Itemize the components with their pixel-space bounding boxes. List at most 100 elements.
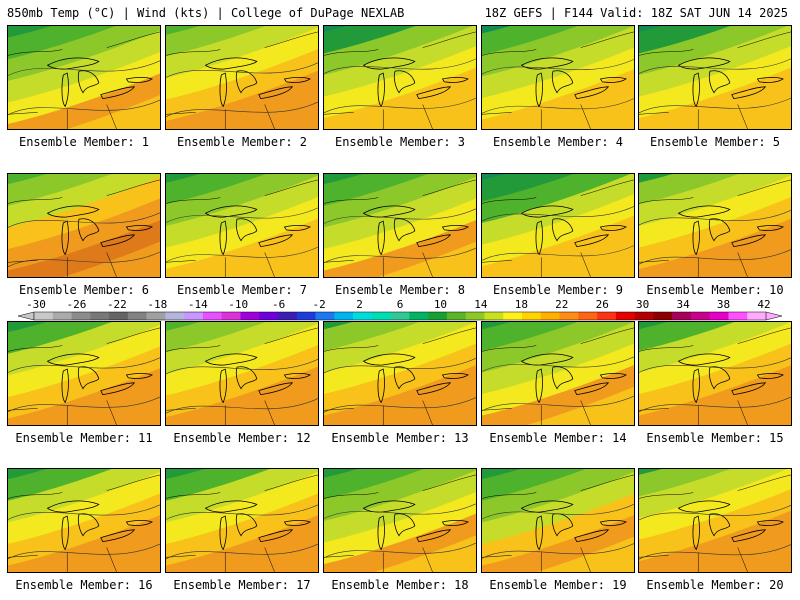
great-lakes-outline	[677, 353, 784, 404]
great-lakes-outline	[204, 57, 311, 108]
ensemble-panel-6	[7, 173, 161, 278]
colorbar-swatch	[503, 312, 523, 320]
colorbar-swatch	[165, 312, 185, 320]
temperature-band	[639, 174, 673, 183]
colorbar-swatch	[484, 312, 504, 320]
colorbar-swatch	[146, 312, 166, 320]
ensemble-panel-14	[481, 321, 635, 426]
temperature-band	[8, 322, 112, 354]
height-contour	[166, 101, 318, 118]
boundary-lines	[639, 31, 791, 129]
colorbar-tick-label: 18	[515, 298, 528, 311]
temperature-band	[482, 174, 574, 202]
temperature-field-map	[8, 26, 160, 129]
colorbar-swatch	[409, 312, 429, 320]
temperature-band	[8, 322, 47, 333]
temperature-band	[8, 174, 112, 206]
temperature-field-map	[639, 322, 791, 425]
ensemble-panel-20	[638, 468, 792, 573]
colorbar-tick-label: -6	[272, 298, 285, 311]
great-lakes-outline	[46, 500, 153, 551]
height-contour	[639, 544, 791, 560]
height-contour	[166, 504, 318, 520]
temperature-band	[639, 469, 662, 475]
height-contour	[8, 99, 160, 116]
ensemble-member-label: Ensemble Member: 7	[176, 283, 308, 297]
ensemble-member-label: Ensemble Member: 14	[489, 431, 627, 445]
temperature-band	[482, 322, 511, 330]
height-contour	[639, 210, 791, 226]
colorbar-swatch	[71, 312, 91, 320]
temperature-field-map	[8, 469, 160, 572]
temperature-field-map	[639, 26, 791, 129]
boundary-lines	[324, 31, 476, 129]
boundary-lines	[482, 474, 634, 572]
height-contour	[639, 357, 791, 373]
great-lakes-outline	[677, 500, 784, 551]
boundary-lines	[8, 327, 160, 425]
colorbar-swatch	[709, 312, 729, 320]
height-contour	[482, 504, 634, 520]
colorbar-swatch	[34, 312, 54, 320]
height-contour	[166, 207, 318, 223]
colorbar-tick-label: -2	[312, 298, 325, 311]
temperature-band	[166, 174, 266, 205]
ensemble-panel-9	[481, 173, 635, 278]
temperature-field-map	[482, 174, 634, 277]
height-contour	[482, 245, 634, 261]
colorbar-swatch	[390, 312, 410, 320]
height-contour	[8, 504, 160, 520]
colorbar-swatch	[90, 312, 110, 320]
colorbar-swatch	[353, 312, 373, 320]
colorbar-tick-label: 38	[717, 298, 730, 311]
height-contour	[166, 398, 318, 414]
colorbar-swatch	[728, 312, 748, 320]
temperature-field-map	[324, 174, 476, 277]
temperature-band	[324, 322, 353, 330]
boundary-lines	[324, 474, 476, 572]
colorbar-swatch	[672, 312, 692, 320]
height-contour	[324, 247, 476, 264]
colorbar-swatch	[109, 312, 129, 320]
height-contour	[482, 206, 634, 222]
colorbar-swatch	[747, 312, 767, 320]
boundary-lines	[482, 31, 634, 129]
ensemble-member-label: Ensemble Member: 16	[15, 578, 153, 592]
height-contour	[166, 62, 318, 78]
ensemble-panel-7	[165, 173, 319, 278]
colorbar-swatch	[52, 312, 72, 320]
ensemble-member-label: Ensemble Member: 4	[492, 135, 624, 149]
boundary-lines	[166, 31, 318, 129]
ensemble-panel-2	[165, 25, 319, 130]
height-contour	[482, 98, 634, 114]
great-lakes-outline	[204, 353, 311, 404]
boundary-lines	[639, 474, 791, 572]
colorbar-max-arrow	[765, 311, 783, 321]
temperature-field-map	[166, 174, 318, 277]
height-contour	[8, 251, 160, 267]
temperature-band	[324, 469, 424, 500]
colorbar-swatch	[634, 312, 654, 320]
temperature-band	[8, 26, 52, 38]
temperature-field-map	[482, 322, 634, 425]
ensemble-panel-18	[323, 468, 477, 573]
temperature-colorbar: -30 -26 -22 -18 -14 -10 -6 -2 2 6 10 14 18 22 26 30 34 38…	[17, 298, 783, 321]
great-lakes-outline	[46, 57, 153, 108]
colorbar-tick-label: 22	[555, 298, 568, 311]
ensemble-panel-16	[7, 468, 161, 573]
ensemble-member-label: Ensemble Member: 2	[176, 135, 308, 149]
boundary-lines	[639, 327, 791, 425]
height-contour	[639, 505, 791, 521]
boundary-lines	[166, 474, 318, 572]
boundary-lines	[482, 327, 634, 425]
height-contour	[8, 396, 160, 413]
temperature-band	[639, 26, 731, 54]
map-title: 850mb Temp (°C) | Wind (kts) | College o…	[7, 6, 405, 20]
ensemble-member-label: Ensemble Member: 18	[331, 578, 469, 592]
great-lakes-outline	[204, 500, 311, 551]
temperature-band	[639, 322, 668, 330]
ensemble-panel-3	[323, 25, 477, 130]
ensemble-panel-12	[165, 321, 319, 426]
temperature-band	[639, 469, 731, 497]
colorbar-tick-label: 2	[356, 298, 363, 311]
